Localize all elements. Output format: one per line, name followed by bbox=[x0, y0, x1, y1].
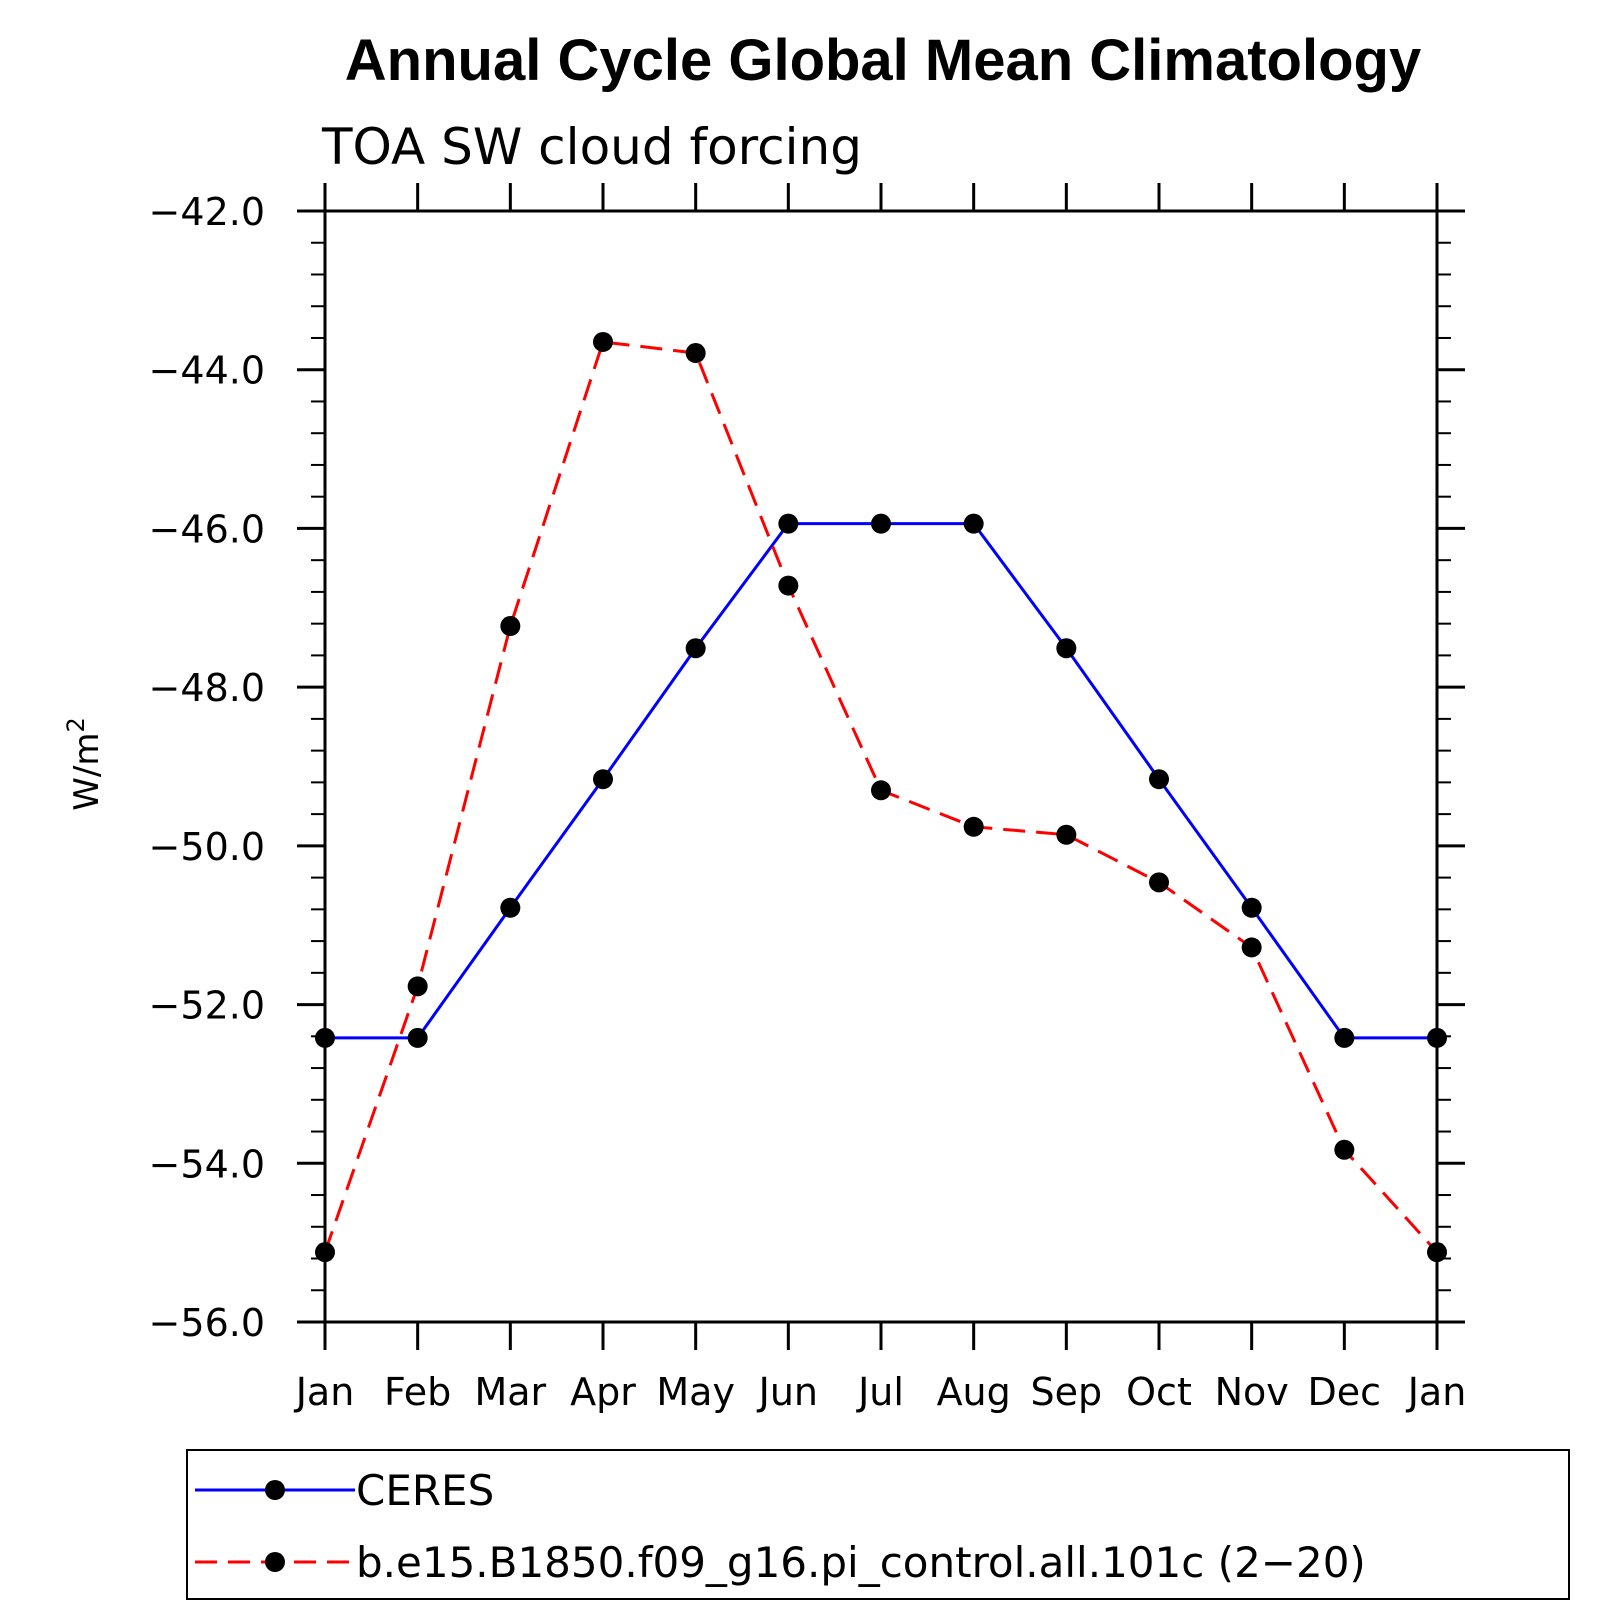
x-tick-label: Nov bbox=[1215, 1370, 1289, 1414]
series-point-1 bbox=[315, 1242, 335, 1263]
y-tick-label: −46.0 bbox=[149, 507, 265, 551]
legend-label-model: b.e15.B1850.f09_g16.pi_control.all.101c … bbox=[356, 1538, 1366, 1587]
series-point-0 bbox=[871, 513, 891, 534]
x-tick-label: Dec bbox=[1308, 1370, 1382, 1414]
series-point-0 bbox=[407, 1027, 428, 1048]
x-tick-label: Mar bbox=[474, 1370, 546, 1414]
y-axis-label: W/m2 bbox=[62, 717, 107, 810]
chart-title: Annual Cycle Global Mean Climatology bbox=[345, 28, 1421, 93]
series-point-1 bbox=[1056, 824, 1077, 845]
series-point-0 bbox=[500, 897, 521, 918]
x-tick-label: Feb bbox=[384, 1370, 451, 1414]
x-tick-label: Apr bbox=[570, 1370, 636, 1414]
y-axis-label-superscript: 2 bbox=[62, 717, 90, 732]
series-point-1 bbox=[685, 343, 706, 364]
y-tick-label: −42.0 bbox=[149, 190, 265, 234]
series-point-1 bbox=[1427, 1242, 1447, 1263]
series-point-1 bbox=[1149, 872, 1169, 893]
series-point-0 bbox=[593, 769, 613, 790]
series-point-0 bbox=[1149, 769, 1169, 790]
series-point-0 bbox=[1056, 638, 1077, 659]
series-point-0 bbox=[963, 513, 984, 534]
x-tick-label: Jan bbox=[1406, 1370, 1467, 1414]
chart-subtitle: TOA SW cloud forcing bbox=[321, 118, 862, 176]
x-tick-label: Oct bbox=[1126, 1370, 1192, 1414]
y-tick-label: −54.0 bbox=[149, 1142, 265, 1186]
series-layer bbox=[315, 331, 1447, 1263]
legend-marker-ceres bbox=[265, 1480, 285, 1500]
legend-box bbox=[186, 1449, 1570, 1600]
y-tick-label: −48.0 bbox=[149, 666, 265, 710]
y-tick-label: −56.0 bbox=[149, 1301, 265, 1345]
series-point-1 bbox=[1241, 937, 1262, 958]
series-point-1 bbox=[407, 976, 428, 997]
series-point-1 bbox=[778, 575, 799, 596]
legend-label-ceres: CERES bbox=[356, 1466, 494, 1515]
series-point-0 bbox=[1427, 1027, 1447, 1048]
y-tick-label: −44.0 bbox=[149, 349, 265, 393]
series-point-1 bbox=[593, 331, 613, 352]
series-point-0 bbox=[315, 1027, 335, 1048]
series-point-0 bbox=[1334, 1027, 1355, 1048]
series-point-0 bbox=[1241, 897, 1262, 918]
y-axis-label-text: W/m bbox=[67, 733, 107, 811]
legend-marker-model bbox=[265, 1552, 285, 1572]
series-point-1 bbox=[1334, 1139, 1355, 1160]
y-tick-label: −52.0 bbox=[149, 984, 265, 1028]
x-tick-label: Aug bbox=[937, 1370, 1011, 1414]
plot-frame bbox=[323, 209, 1439, 1324]
legend: CERES b.e15.B1850.f09_g16.pi_control.all… bbox=[186, 1449, 1570, 1600]
plot-axes: Jan Feb Mar Apr May Jun Jul Aug Sep Oct Nov Dec Jan−… bbox=[149, 183, 1467, 1414]
x-tick-label: Jan bbox=[294, 1370, 355, 1414]
x-tick-label: Jun bbox=[757, 1370, 818, 1414]
series-point-0 bbox=[778, 513, 799, 534]
series-point-1 bbox=[963, 816, 984, 837]
x-tick-label: Sep bbox=[1031, 1370, 1103, 1414]
x-tick-label: Jul bbox=[856, 1370, 904, 1414]
series-point-0 bbox=[685, 638, 706, 659]
svg-text:W/m2: W/m2 bbox=[62, 717, 107, 810]
y-tick-label: −50.0 bbox=[149, 825, 265, 869]
series-point-1 bbox=[871, 780, 891, 801]
series-point-1 bbox=[500, 616, 521, 637]
x-tick-label: May bbox=[656, 1370, 735, 1414]
